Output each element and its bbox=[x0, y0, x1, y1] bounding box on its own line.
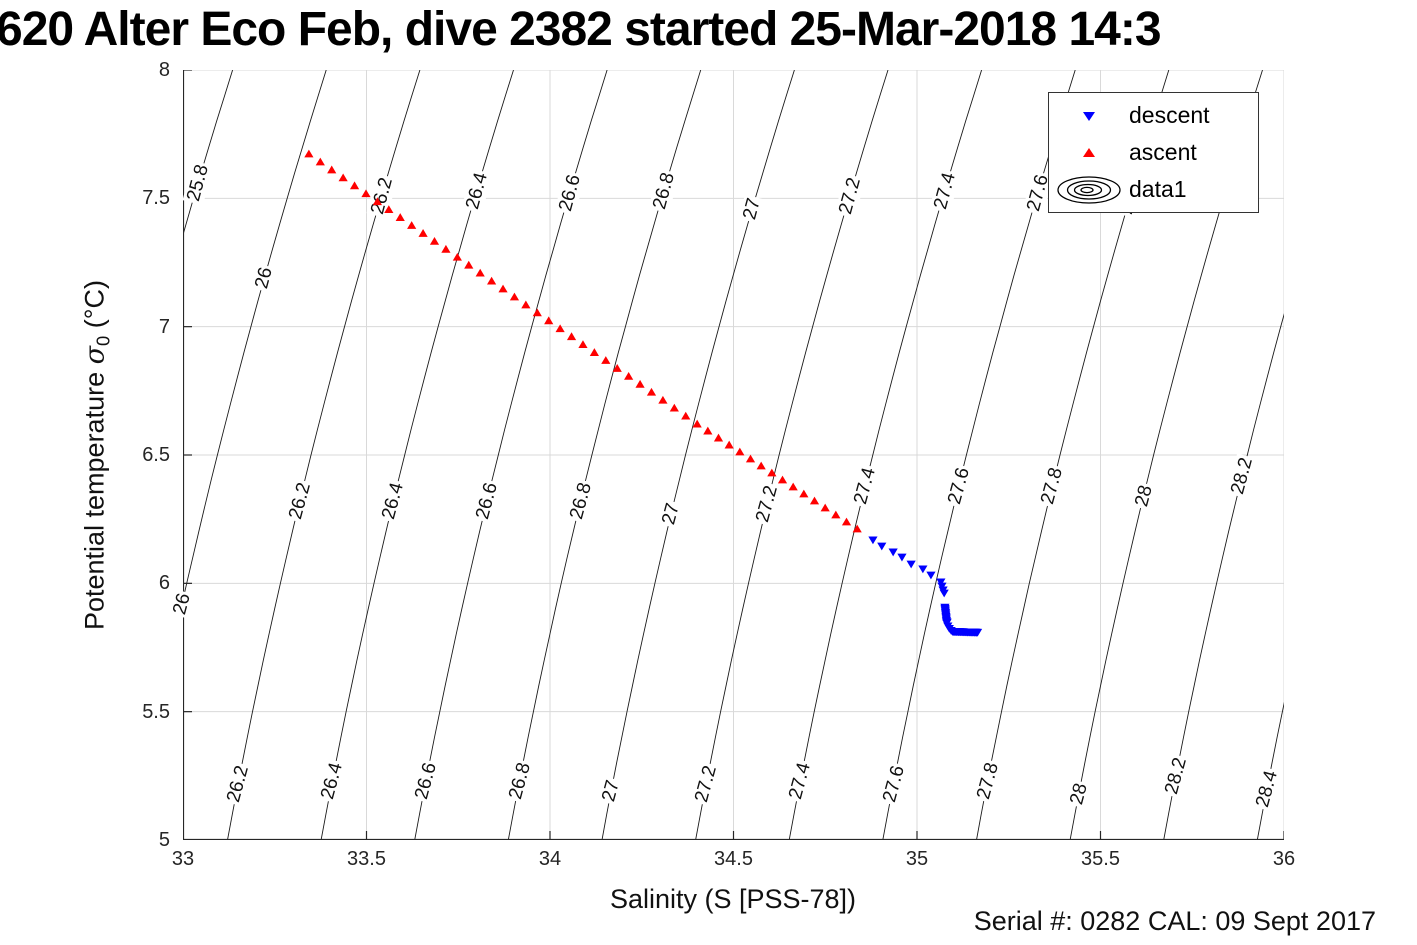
descent-marker bbox=[972, 628, 983, 637]
descent-marker bbox=[918, 565, 928, 574]
x-tick-label: 35.5 bbox=[1081, 848, 1120, 870]
ascent-marker bbox=[315, 157, 325, 166]
legend: descent ascent data1 bbox=[1048, 92, 1259, 213]
ascent-marker bbox=[327, 165, 337, 174]
ascent-marker bbox=[418, 229, 428, 237]
legend-label: ascent bbox=[1129, 139, 1197, 165]
ascent-marker bbox=[767, 468, 777, 477]
ascent-marker bbox=[589, 348, 599, 356]
ascent-marker bbox=[799, 489, 809, 498]
ascent-marker bbox=[407, 221, 417, 229]
y-tick-label: 5 bbox=[158, 829, 170, 851]
ascent-marker bbox=[713, 433, 724, 442]
x-tick-label: 33 bbox=[171, 848, 195, 870]
ascent-marker bbox=[361, 189, 371, 198]
descent-marker bbox=[926, 571, 936, 580]
ascent-marker bbox=[372, 197, 383, 206]
x-tick-label: 33.5 bbox=[347, 848, 386, 870]
ascent-marker bbox=[841, 517, 852, 526]
ascent-marker bbox=[777, 475, 788, 484]
x-tick-label: 36 bbox=[1272, 848, 1296, 870]
ascent-marker bbox=[669, 403, 679, 412]
descent-marker bbox=[897, 553, 907, 562]
data-markers bbox=[304, 149, 983, 637]
legend-label: descent bbox=[1129, 102, 1210, 128]
y-tick-label: 7.5 bbox=[142, 187, 170, 210]
y-tick-label: 7 bbox=[158, 315, 170, 338]
ascent-marker bbox=[692, 419, 702, 428]
ascent-marker bbox=[788, 482, 798, 491]
ascent-marker bbox=[395, 213, 405, 221]
ascent-marker bbox=[658, 395, 668, 404]
ascent-marker bbox=[566, 332, 577, 341]
ascent-marker bbox=[724, 440, 734, 449]
legend-entry-descent: descent bbox=[1049, 98, 1258, 134]
x-tick-label: 35 bbox=[905, 848, 929, 870]
x-tick-label: 34.5 bbox=[714, 848, 753, 870]
ascent-marker bbox=[349, 181, 360, 190]
ascent-marker bbox=[304, 149, 314, 158]
y-tick-label: 8 bbox=[158, 59, 170, 81]
contour-line bbox=[1256, 701, 1284, 840]
ascent-marker bbox=[498, 284, 508, 293]
contour-ellipses-icon bbox=[1049, 175, 1129, 205]
ascent-marker bbox=[521, 300, 531, 309]
ascent-marker bbox=[703, 426, 713, 435]
descent-marker bbox=[906, 560, 916, 569]
sigma-symbol: σ bbox=[79, 345, 111, 365]
y-tick-label: 6.5 bbox=[142, 444, 170, 466]
ascent-marker bbox=[646, 387, 657, 396]
contour-line bbox=[183, 70, 327, 602]
ascent-marker bbox=[464, 260, 474, 269]
ascent-marker bbox=[544, 316, 554, 325]
x-axis-label: Salinity (S [PSS-78]) bbox=[609, 884, 857, 914]
ascent-marker bbox=[635, 379, 645, 388]
ascent-marker bbox=[441, 244, 451, 253]
descent-marker bbox=[939, 589, 949, 598]
ascent-marker bbox=[681, 411, 691, 420]
ascent-marker bbox=[429, 236, 440, 245]
ascent-marker bbox=[612, 364, 622, 372]
ascent-marker bbox=[831, 510, 841, 519]
ascent-marker bbox=[735, 447, 745, 456]
ascent-marker bbox=[338, 173, 348, 182]
triangle-up-icon bbox=[1049, 147, 1129, 159]
ascent-marker bbox=[487, 276, 497, 285]
ascent-marker bbox=[852, 524, 862, 533]
legend-entry-ascent: ascent bbox=[1049, 135, 1258, 171]
ascent-marker bbox=[384, 205, 394, 214]
ascent-marker bbox=[745, 454, 756, 463]
legend-entry-data1: data1 bbox=[1049, 172, 1258, 208]
ascent-marker bbox=[578, 340, 588, 349]
x-tick-label: 34 bbox=[538, 848, 562, 870]
ascent-marker bbox=[601, 356, 611, 364]
y-tick-label: 6 bbox=[158, 572, 170, 595]
plot-title: 620 Alter Eco Feb, dive 2382 started 25-… bbox=[0, 3, 1162, 56]
descent-marker bbox=[936, 578, 946, 587]
ascent-marker bbox=[452, 252, 462, 261]
ascent-marker bbox=[509, 292, 520, 301]
triangle-down-icon bbox=[1049, 110, 1129, 122]
ascent-marker bbox=[756, 461, 766, 470]
plot-area: 25.8 26 26 26.2 26.2 26.2 26.4 26.4 26.4 26.6 26.6… bbox=[168, 70, 1284, 840]
descent-marker bbox=[877, 542, 887, 551]
y-tick-label: 5.5 bbox=[142, 700, 170, 723]
descent-marker bbox=[868, 536, 878, 545]
legend-label: data1 bbox=[1129, 176, 1187, 202]
ascent-marker bbox=[555, 324, 565, 333]
ascent-marker bbox=[532, 308, 542, 317]
ascent-marker bbox=[475, 268, 485, 277]
ascent-marker bbox=[624, 371, 634, 380]
sigma-subscript: 0 bbox=[92, 335, 114, 346]
ascent-marker bbox=[820, 503, 830, 512]
descent-marker bbox=[888, 548, 898, 557]
serial-annotation: Serial #: 0282 CAL: 09 Sept 2017 bbox=[973, 906, 1376, 936]
ascent-marker bbox=[809, 496, 820, 505]
contour-line bbox=[1163, 313, 1284, 840]
